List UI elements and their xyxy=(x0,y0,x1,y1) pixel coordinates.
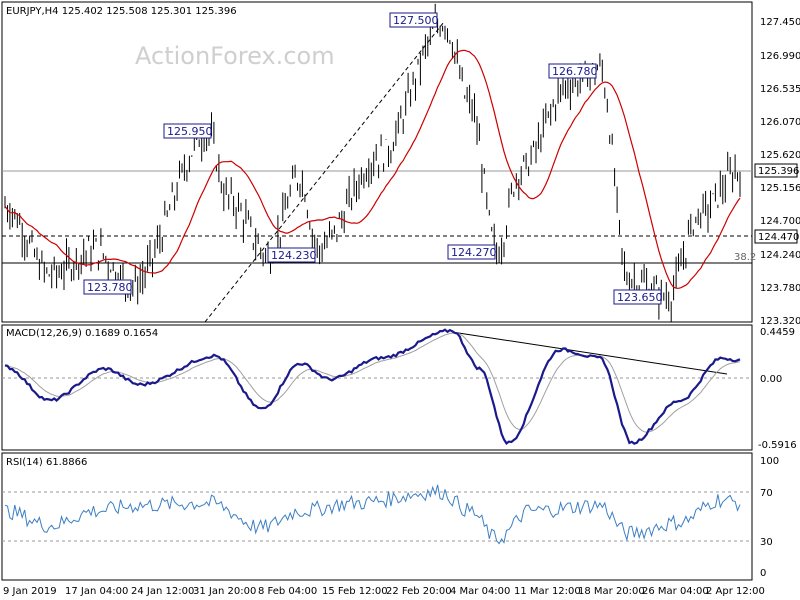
y-tick: 30 xyxy=(760,537,773,548)
annotation-127500: 127.500 xyxy=(389,12,439,28)
y-tick: 123.780 xyxy=(760,283,800,294)
y-tick: 126.990 xyxy=(760,51,800,62)
annotation-124230: 124.230 xyxy=(267,247,317,263)
macd-header: MACD(12,26,9) 0.1689 0.1654 xyxy=(6,328,158,339)
macd-trend-line xyxy=(451,331,728,375)
x-tick: 2 Apr 12:00 xyxy=(706,586,765,597)
svg-text:125.950: 125.950 xyxy=(167,125,213,138)
support-price-tag: 124.470 xyxy=(754,229,799,244)
trend-line-dashed xyxy=(204,21,445,323)
svg-text:124.230: 124.230 xyxy=(271,249,317,262)
current-price-tag: 125.396 xyxy=(754,163,799,178)
svg-text:125.396: 125.396 xyxy=(758,166,799,177)
moving-average-line xyxy=(4,49,741,289)
rsi-panel xyxy=(1,452,753,581)
annotation-123780: 123.780 xyxy=(83,279,133,295)
rsi-header: RSI(14) 61.8866 xyxy=(6,457,87,468)
rsi-line xyxy=(4,484,741,545)
annotation-124270: 124.270 xyxy=(447,244,497,260)
fib-label: 38.2 xyxy=(734,252,756,263)
svg-text:126.780: 126.780 xyxy=(552,65,598,78)
x-tick: 18 Mar 20:00 xyxy=(578,586,645,597)
y-tick: 0 xyxy=(760,568,766,579)
y-tick: 126.070 xyxy=(760,117,800,128)
svg-text:127.500: 127.500 xyxy=(393,14,439,27)
watermark: ActionForex.com xyxy=(135,42,335,70)
svg-text:124.270: 124.270 xyxy=(451,246,497,259)
svg-text:123.650: 123.650 xyxy=(617,291,663,304)
x-tick: 26 Mar 04:00 xyxy=(642,586,709,597)
x-tick: 17 Jan 04:00 xyxy=(65,586,128,597)
y-tick: 124.240 xyxy=(760,250,800,261)
y-tick: 100 xyxy=(760,456,779,467)
y-tick: 0.4459 xyxy=(760,327,795,338)
x-tick: 15 Feb 12:00 xyxy=(322,586,388,597)
svg-text:124.470: 124.470 xyxy=(758,232,799,243)
x-tick: 8 Feb 04:00 xyxy=(258,586,317,597)
y-tick: 127.450 xyxy=(760,17,800,28)
rsi-y-axis: 100 70 30 0 xyxy=(760,456,779,579)
x-axis: 9 Jan 2019 17 Jan 04:00 24 Jan 12:00 31 … xyxy=(3,586,765,597)
macd-y-axis: 0.4459 0.00 -0.5916 xyxy=(758,327,797,451)
y-tick: 124.700 xyxy=(760,216,800,227)
x-tick: 4 Mar 04:00 xyxy=(450,586,510,597)
x-tick: 22 Feb 20:00 xyxy=(386,586,452,597)
macd-signal-line xyxy=(4,332,741,433)
y-tick: 125.620 xyxy=(760,150,800,161)
annotation-126780: 126.780 xyxy=(548,63,598,79)
y-tick: 70 xyxy=(760,488,773,499)
y-tick: 126.535 xyxy=(760,84,800,95)
price-header: EURJPY,H4 125.402 125.508 125.301 125.39… xyxy=(6,6,237,17)
y-tick: 125.156 xyxy=(760,183,800,194)
price-panel xyxy=(1,1,753,323)
x-tick: 24 Jan 12:00 xyxy=(131,586,194,597)
annotation-125950: 125.950 xyxy=(163,123,213,139)
annotation-123650: 123.650 xyxy=(613,289,663,305)
x-tick: 31 Jan 20:00 xyxy=(193,586,256,597)
y-tick: -0.5916 xyxy=(758,440,797,451)
svg-text:123.780: 123.780 xyxy=(87,281,133,294)
x-tick: 11 Mar 12:00 xyxy=(514,586,581,597)
x-tick: 9 Jan 2019 xyxy=(3,586,57,597)
macd-panel xyxy=(1,324,753,451)
price-y-axis: 127.450 126.990 126.535 126.070 125.620 … xyxy=(760,17,800,327)
y-tick: 0.00 xyxy=(760,374,782,385)
y-tick: 123.320 xyxy=(760,316,800,327)
macd-line xyxy=(4,328,741,445)
